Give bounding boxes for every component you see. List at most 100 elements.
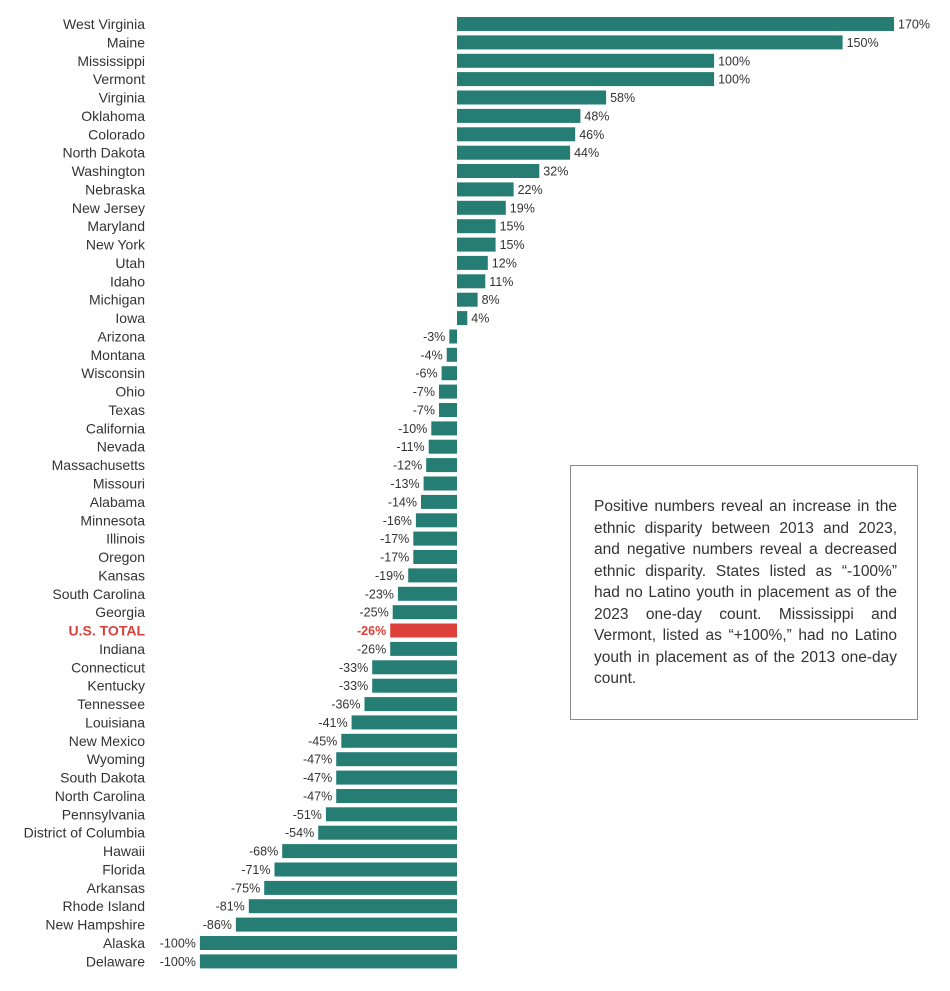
value-label: -47% (303, 790, 332, 804)
bar (235, 917, 457, 932)
value-label: 8% (482, 293, 500, 307)
bar (325, 807, 457, 822)
value-label: -41% (318, 716, 347, 730)
category-label: Louisiana (85, 714, 145, 730)
value-label: 15% (500, 220, 525, 234)
bar (446, 347, 457, 362)
bar (457, 274, 486, 289)
bar (457, 53, 715, 68)
bar (413, 531, 457, 546)
value-label: -7% (413, 385, 435, 399)
category-label: Rhode Island (62, 898, 145, 914)
bar (428, 439, 457, 454)
value-label: 4% (471, 312, 489, 326)
category-label: Wyoming (87, 751, 145, 767)
category-label: Maine (107, 34, 145, 50)
bar (457, 200, 506, 215)
bar (336, 789, 457, 803)
bar (415, 513, 457, 528)
value-label: -51% (293, 808, 322, 822)
category-label: Mississippi (77, 53, 145, 69)
value-label: -7% (413, 404, 435, 418)
bar (457, 90, 607, 105)
bar (457, 182, 514, 197)
bar (336, 770, 457, 785)
value-label: 11% (489, 275, 513, 289)
category-label: New Mexico (69, 733, 145, 749)
value-label: -25% (360, 606, 389, 620)
bar (199, 954, 457, 969)
category-label: Colorado (88, 126, 145, 142)
value-label: -19% (375, 569, 404, 583)
category-label: Pennsylvania (62, 806, 145, 822)
category-label: North Carolina (55, 788, 145, 804)
category-label: Nevada (97, 439, 145, 455)
bar (457, 127, 576, 142)
category-label: Iowa (115, 310, 145, 326)
bar (439, 384, 457, 399)
value-label: 58% (610, 91, 635, 105)
category-label: Alabama (90, 494, 145, 510)
category-label: Connecticut (71, 659, 145, 675)
bar (390, 641, 457, 656)
value-label: -47% (303, 753, 332, 767)
category-label: New Hampshire (45, 917, 145, 933)
bar (457, 292, 478, 307)
bar (336, 752, 457, 767)
value-label: -17% (380, 551, 409, 565)
value-label: -75% (231, 881, 260, 895)
bar (457, 255, 488, 270)
category-label: Arkansas (87, 880, 145, 896)
category-label: Arizona (98, 329, 146, 345)
bar (264, 880, 457, 895)
category-label: Minnesota (80, 512, 145, 528)
category-label: Kansas (98, 567, 145, 583)
category-label: California (86, 420, 145, 436)
value-label: 48% (584, 109, 609, 123)
value-label: -10% (398, 422, 427, 436)
category-label: Texas (108, 402, 145, 418)
category-label: Illinois (106, 531, 145, 547)
bar (408, 568, 457, 583)
category-labels: West Virginia Maine Mississippi Vermont Virg… (24, 16, 146, 969)
value-label: -11% (396, 440, 424, 454)
bar-us-total (390, 623, 457, 638)
bar (413, 550, 457, 564)
bar (457, 108, 581, 123)
category-label: Delaware (86, 953, 145, 969)
value-label: 100% (718, 73, 750, 87)
bar (439, 403, 457, 417)
bar (318, 825, 457, 840)
category-label: Georgia (95, 604, 145, 620)
annotation-note-box: Positive numbers reveal an increase in t… (570, 465, 918, 720)
category-label: Wisconsin (81, 365, 145, 381)
value-label: -16% (383, 514, 412, 528)
value-label: -45% (308, 734, 337, 748)
value-label: -26% (357, 642, 386, 656)
category-label: Hawaii (103, 843, 145, 859)
value-label: -33% (339, 661, 368, 675)
category-label-us-total: U.S. TOTAL (69, 623, 146, 639)
value-label: -17% (380, 532, 409, 546)
value-label: -68% (249, 845, 278, 859)
category-label: Florida (102, 862, 145, 878)
value-label: 44% (574, 146, 599, 160)
value-label: 19% (510, 201, 535, 215)
value-labels: 170% 150% 100% 100% 58%48% 46% 44% 32%22% 19% 15%… (160, 18, 930, 969)
category-label: Vermont (93, 71, 145, 87)
bar (199, 936, 457, 950)
annotation-note-text: Positive numbers reveal an increase in t… (594, 498, 897, 687)
category-label: Washington (72, 163, 145, 179)
value-label: -3% (423, 330, 445, 344)
bar (449, 329, 457, 344)
value-label: -4% (420, 348, 442, 362)
category-label: Utah (115, 255, 145, 271)
category-label: Ohio (115, 384, 145, 400)
category-label: Maryland (87, 218, 145, 234)
value-label: -71% (241, 863, 270, 877)
value-label: -14% (388, 495, 417, 509)
value-label: -13% (390, 477, 419, 491)
bar (457, 35, 843, 50)
bar (248, 899, 457, 914)
